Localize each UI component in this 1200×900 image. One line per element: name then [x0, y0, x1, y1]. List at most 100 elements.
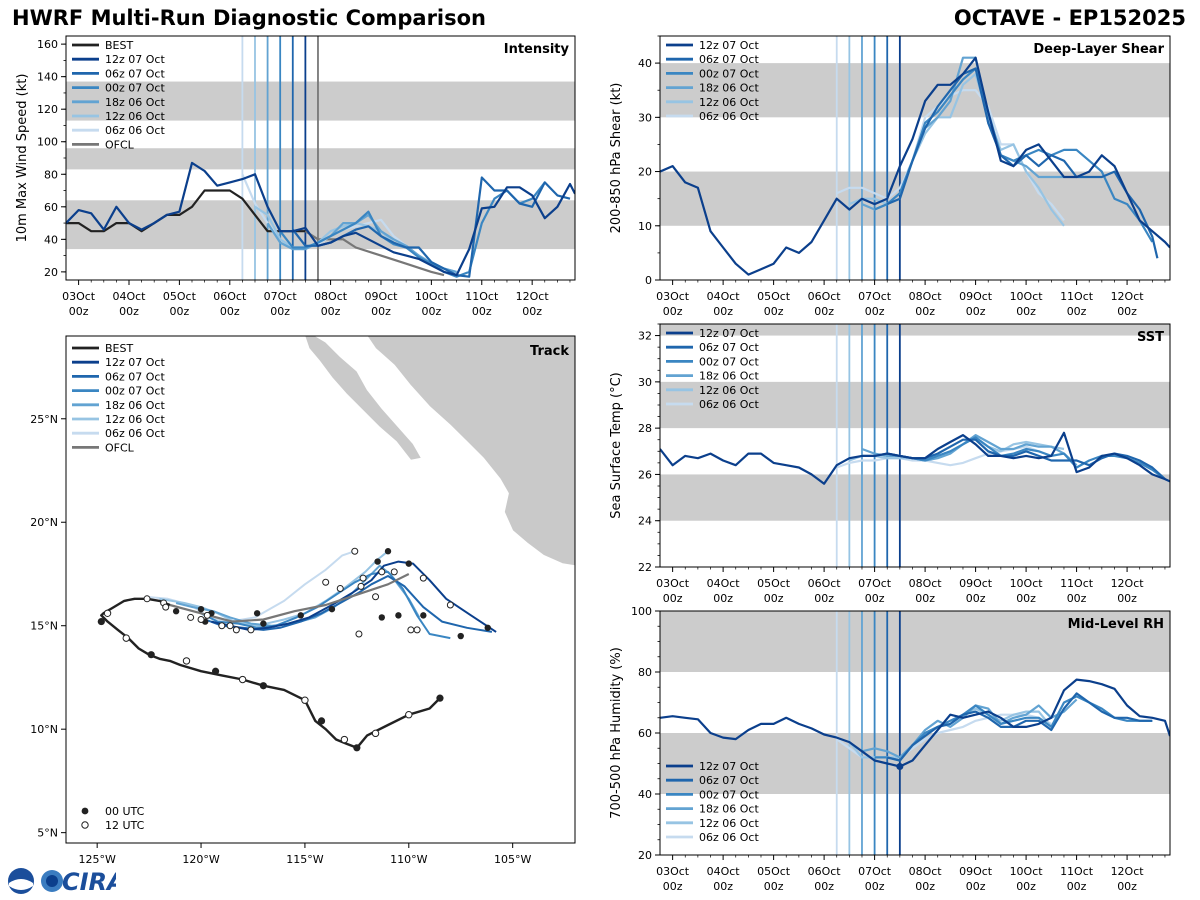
intensity-series-line	[279, 181, 546, 278]
track-legend-label: 12z 06 Oct	[105, 413, 165, 426]
track-12utc-marker	[407, 626, 415, 634]
track-x-tick-label: 105°W	[494, 853, 531, 866]
intensity-y-tick-label: 60	[44, 201, 58, 214]
storm-id: OCTAVE - EP152025	[953, 6, 1186, 30]
shear-series-line	[848, 72, 1065, 227]
intensity-plot-area	[66, 36, 575, 280]
shear-band	[660, 63, 1170, 118]
land-mass	[366, 336, 575, 567]
rh-plot-area	[660, 611, 1170, 855]
rh-x-tick-label: 11Oct	[1060, 865, 1094, 878]
track-12utc-marker	[355, 630, 363, 638]
shear-y-axis-label: 200-850 hPa Shear (kt)	[609, 83, 624, 234]
rh-band	[660, 611, 1170, 672]
sst-series-line	[874, 436, 1166, 480]
shear-series-line	[874, 67, 1154, 243]
sst-x-tick-label: 11Oct	[1060, 577, 1094, 590]
track-forecast-line	[200, 570, 451, 640]
shear-series-line	[660, 56, 1170, 276]
best-12utc-marker	[103, 609, 112, 617]
sst-legend-label: 00z 07 Oct	[699, 355, 759, 368]
shear-x-tick-label: 00z	[1016, 305, 1036, 318]
track-x-tick-label: 120°W	[182, 853, 219, 866]
track-12utc-marker	[351, 547, 359, 555]
track-12utc-marker	[232, 626, 240, 634]
track-12utc-marker	[413, 626, 421, 634]
intensity-x-tick-label: 00z	[220, 305, 240, 318]
shear-legend-label: 12z 06 Oct	[699, 96, 759, 109]
track-00utc-marker	[253, 610, 261, 617]
intensity-band	[66, 148, 575, 170]
sst-plot-area	[660, 324, 1170, 567]
sst-series-line	[836, 445, 1040, 469]
intensity-legend-label: BEST	[105, 39, 133, 52]
track-legend-label: OFCL	[105, 441, 135, 454]
intensity-x-tick-label: 09Oct	[364, 290, 398, 303]
shear-x-tick-label: 10Oct	[1010, 290, 1044, 303]
sst-x-tick-label: 00z	[1016, 592, 1036, 605]
best-12utc-marker	[122, 634, 130, 642]
track-best-line	[100, 597, 441, 749]
intensity-x-tick-label: 10Oct	[415, 290, 449, 303]
shear-legend-label: 12z 07 Oct	[699, 39, 759, 52]
intensity-x-tick-label: 04Oct	[112, 290, 146, 303]
shear-y-tick-label: 10	[638, 220, 652, 233]
sst-x-tick-label: 00z	[915, 592, 935, 605]
rh-x-tick-label: 05Oct	[757, 865, 791, 878]
intensity-band	[66, 81, 575, 121]
best-12utc-marker	[340, 735, 349, 744]
shear-x-tick-label: 06Oct	[808, 290, 842, 303]
track-00utc-marker	[378, 614, 385, 621]
sst-legend-label: 12z 06 Oct	[699, 384, 759, 397]
shear-x-tick-label: 00z	[1117, 305, 1137, 318]
sst-x-tick-label: 00z	[663, 592, 683, 605]
shear-panel-title: Deep-Layer Shear	[1033, 42, 1164, 57]
sst-x-tick-label: 06Oct	[808, 577, 842, 590]
rh-x-tick-label: 09Oct	[959, 865, 993, 878]
shear-y-tick-label: 40	[638, 57, 652, 70]
track-x-tick-label: 125°W	[78, 853, 115, 866]
best-12utc-marker	[238, 675, 247, 684]
track-00utc-marker	[384, 548, 392, 555]
track-12utc-marker	[197, 616, 205, 624]
sst-x-tick-label: 03Oct	[656, 577, 690, 590]
sst-y-tick-label: 28	[638, 422, 652, 435]
intensity-legend-label: 06z 07 Oct	[105, 67, 165, 80]
rh-x-tick-label: 00z	[865, 880, 885, 893]
track-00utc-marker	[297, 612, 304, 619]
shear-frame	[659, 35, 1171, 281]
shear-x-tick-label: 03Oct	[656, 290, 690, 303]
track-12utc-marker	[247, 626, 255, 634]
track-12utc-marker	[203, 611, 211, 619]
track-12utc-marker	[419, 574, 427, 582]
intensity-legend-label: 06z 06 Oct	[105, 124, 165, 137]
rh-series-line	[886, 692, 1153, 762]
sst-panel-title: SST	[1137, 330, 1164, 345]
rh-legend-label: 12z 07 Oct	[699, 760, 759, 773]
rh-x-tick-label: 00z	[814, 880, 834, 893]
sst-y-tick-label: 24	[638, 515, 652, 528]
sst-legend-label: 12z 07 Oct	[699, 327, 759, 340]
rh-y-tick-label: 100	[631, 605, 652, 618]
intensity-y-axis-label: 10m Max Wind Speed (kt)	[15, 74, 30, 243]
intensity-x-tick-label: 06Oct	[213, 290, 247, 303]
intensity-x-tick-label: 00z	[119, 305, 139, 318]
intensity-legend-label: 12z 06 Oct	[105, 110, 165, 123]
sst-x-tick-label: 00z	[1117, 592, 1137, 605]
rh-y-tick-label: 60	[638, 727, 652, 740]
intensity-series-line	[66, 189, 306, 233]
sst-y-axis-label: Sea Surface Temp (°C)	[609, 372, 624, 519]
intensity-legend-label: 12z 07 Oct	[105, 53, 165, 66]
rh-x-tick-label: 00z	[1067, 880, 1087, 893]
track-00utc-marker	[457, 632, 464, 640]
rh-x-tick-label: 00z	[713, 880, 733, 893]
shear-x-tick-label: 05Oct	[757, 290, 791, 303]
intensity-x-tick-label: 03Oct	[62, 290, 96, 303]
intensity-x-tick-label: 00z	[371, 305, 391, 318]
rh-x-tick-label: 12Oct	[1111, 865, 1145, 878]
rh-y-axis-label: 700-500 hPa Humidity (%)	[609, 647, 624, 819]
track-12utc-marker	[446, 601, 454, 609]
shear-y-tick-label: 0	[645, 274, 652, 287]
track-y-tick-label: 10°N	[30, 723, 58, 736]
intensity-x-tick-label: 07Oct	[264, 290, 298, 303]
